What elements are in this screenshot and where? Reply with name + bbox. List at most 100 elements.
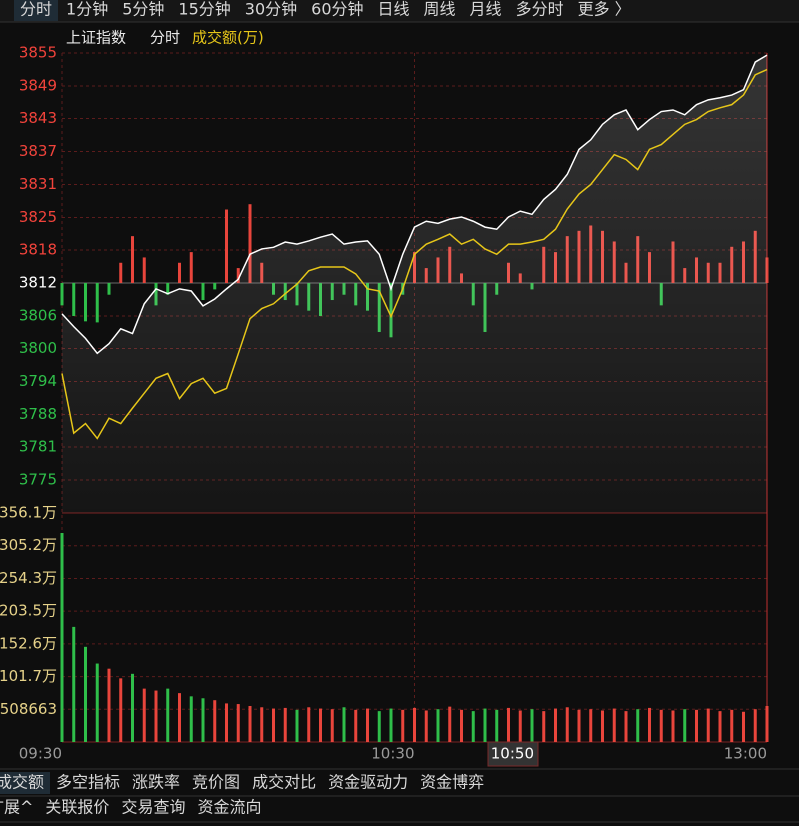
x-tick-label: 09:30 (19, 745, 62, 763)
volume-bar (436, 709, 440, 742)
volume-bar (730, 709, 734, 742)
tab[interactable]: 多空指标 (56, 773, 120, 792)
breadth-bar (201, 283, 205, 301)
tab[interactable]: 涨跌率 (132, 773, 180, 792)
volume-bar (542, 711, 546, 742)
breadth-bar (248, 204, 252, 283)
breadth-bar (213, 283, 217, 290)
tab[interactable]: 资金流向 (197, 798, 261, 817)
tab[interactable]: 成交对比 (252, 773, 316, 792)
volume-bar (166, 688, 170, 742)
volume-bar (648, 707, 651, 742)
y-tick-label: 3806 (19, 307, 57, 325)
tab[interactable]: 1分钟 (66, 0, 108, 19)
volume-bar (471, 711, 475, 742)
volume-bar (601, 710, 604, 742)
cursor-box (487, 741, 539, 767)
volume-bar (366, 708, 369, 742)
breadth-bar (72, 283, 76, 317)
y-tick-label: 3794 (19, 372, 57, 390)
volume-bar (753, 709, 757, 742)
cursor-label: 10:50 (491, 745, 534, 763)
tab-highlight (0, 772, 51, 794)
volume-bar (483, 708, 487, 742)
volume-bar (448, 706, 452, 742)
breadth-bar (107, 283, 111, 295)
volume-bar (84, 646, 87, 742)
volume-bar (260, 707, 264, 742)
y-tick-label: 3831 (19, 175, 57, 193)
volume-bar (424, 710, 428, 742)
volume-bar (636, 709, 640, 742)
y-tick-label: 3781 (19, 437, 57, 455)
volume-bar (283, 707, 287, 742)
breadth-bar (178, 262, 181, 283)
tab[interactable]: 5分钟 (122, 0, 164, 19)
y-tick-label: 203.5万 (0, 602, 57, 620)
y-tick-label: 101.7万 (0, 667, 57, 685)
volume-bar (624, 711, 628, 742)
y-tick-label: 305.2万 (0, 536, 57, 554)
tab[interactable]: 分时 (20, 0, 52, 19)
tab[interactable]: 扩展^ (0, 798, 33, 817)
volume-bar (507, 707, 510, 742)
breadth-bar (166, 283, 170, 295)
volume-label: 成交额(万) (192, 29, 264, 47)
y-tick-label: 152.6万 (0, 634, 57, 652)
y-tick-label: 356.1万 (0, 504, 57, 522)
tab[interactable]: 60分钟 (311, 0, 363, 19)
volume-bar (72, 626, 76, 742)
y-tick-label: 3800 (19, 339, 57, 357)
volume-bar (389, 708, 393, 742)
volume-bar (342, 707, 346, 742)
volume-bar (695, 709, 698, 742)
volume-bar (518, 710, 522, 742)
breadth-bar (236, 268, 240, 283)
volume-bar (565, 707, 569, 742)
tab[interactable]: 成交额 (0, 773, 44, 792)
y-tick-label: 3818 (19, 240, 57, 258)
volume-bar (95, 663, 99, 742)
volume-bar (154, 690, 158, 742)
breadth-bar (189, 252, 193, 283)
tab[interactable]: 30分钟 (245, 0, 297, 19)
breadth-bar (95, 283, 99, 323)
volume-bar (577, 709, 581, 742)
tab[interactable]: 竞价图 (192, 773, 240, 792)
tab[interactable]: 交易查询 (121, 798, 185, 817)
tab-highlight (14, 0, 59, 21)
volume-bar (612, 708, 616, 742)
x-tick-label: 13:00 (724, 745, 767, 763)
tab[interactable]: 日线 (378, 0, 410, 19)
volume-bar (530, 709, 534, 742)
y-tick-label: 3775 (19, 470, 57, 488)
y-tick-label: 3825 (19, 208, 57, 226)
volume-bar (330, 709, 334, 742)
tab[interactable]: 多分时 (516, 0, 564, 19)
tab[interactable]: 月线 (470, 0, 502, 19)
tab[interactable]: 资金博弈 (420, 773, 484, 792)
tab[interactable]: 关联报价 (45, 798, 109, 817)
area-fill (62, 55, 767, 513)
chart-title: 上证指数 (66, 29, 126, 47)
volume-bar (178, 693, 181, 742)
volume-bar (307, 707, 311, 742)
volume-bar (765, 705, 769, 742)
tab[interactable]: 15分钟 (178, 0, 230, 19)
tab[interactable]: 资金驱动力 (328, 773, 408, 792)
volume-bar (213, 700, 217, 742)
price-line (61, 54, 768, 355)
tab[interactable]: 周线 (424, 0, 456, 19)
volume-bar (319, 708, 322, 742)
volume-bar (377, 711, 381, 742)
price-line (61, 68, 768, 440)
tab[interactable]: 更多 〉 (578, 0, 631, 19)
volume-bar (236, 704, 240, 742)
y-tick-label: 3812 (19, 274, 57, 292)
toolbar-bg (0, 0, 799, 22)
volume-bar (201, 698, 205, 742)
volume-bar (706, 708, 710, 742)
volume-bar (495, 709, 499, 742)
